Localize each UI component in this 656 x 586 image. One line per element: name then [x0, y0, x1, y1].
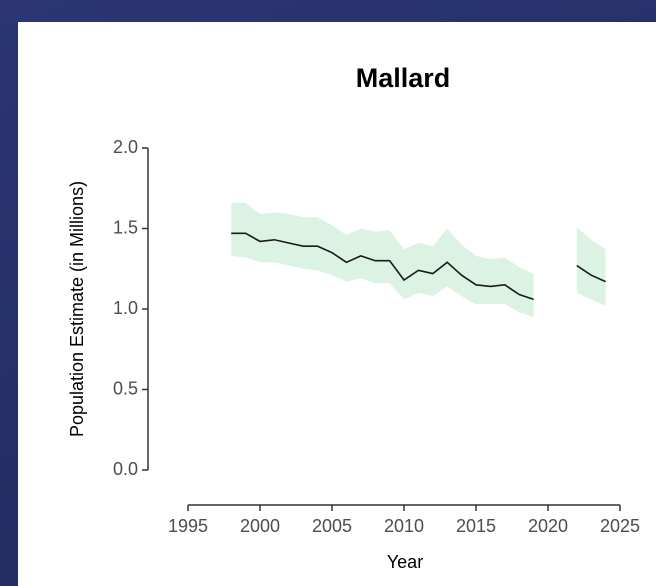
- y-tick-label: 1.5: [113, 217, 138, 237]
- x-tick-label: 2000: [240, 516, 280, 536]
- y-tick-label: 0.0: [113, 459, 138, 479]
- chart-title: Mallard: [356, 63, 451, 93]
- x-tick-label: 2015: [456, 516, 496, 536]
- x-tick-label: 2005: [312, 516, 352, 536]
- x-tick-label: 2010: [384, 516, 424, 536]
- y-tick-label: 0.5: [113, 378, 138, 398]
- confidence-band: [576, 226, 606, 306]
- confidence-band: [231, 202, 534, 318]
- estimate-line: [231, 232, 534, 301]
- y-axis-title: Population Estimate (in Millions): [67, 181, 87, 437]
- x-tick-label: 2020: [528, 516, 568, 536]
- x-axis-title: Year: [387, 552, 423, 572]
- y-tick-label: 2.0: [113, 137, 138, 157]
- x-tick-label: 2025: [600, 516, 640, 536]
- estimate-line: [576, 264, 606, 283]
- y-tick-label: 1.0: [113, 298, 138, 318]
- x-tick-label: 1995: [168, 516, 208, 536]
- panel: [18, 22, 656, 586]
